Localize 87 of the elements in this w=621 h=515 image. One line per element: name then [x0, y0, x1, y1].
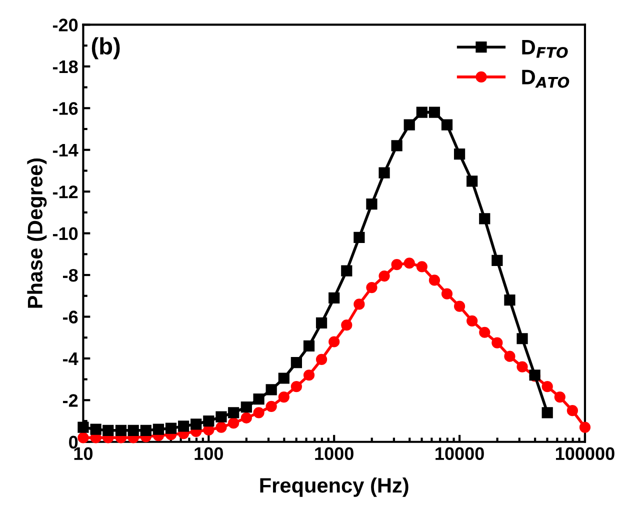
point	[178, 420, 190, 432]
point	[253, 394, 264, 405]
y-tick-label: -4	[63, 352, 78, 365]
y-tick-label: -8	[63, 268, 78, 282]
point	[216, 422, 227, 433]
point	[140, 424, 152, 436]
point	[341, 320, 352, 331]
point	[366, 282, 378, 294]
y-tick-label: -2	[63, 394, 78, 407]
point	[228, 418, 240, 429]
point	[542, 407, 553, 418]
legend-label: D$_{FTO}$	[522, 40, 568, 58]
point	[303, 370, 315, 381]
point	[479, 213, 490, 224]
point	[416, 261, 428, 272]
point	[90, 424, 102, 435]
x-tick-label: 1000	[315, 447, 354, 460]
point	[253, 407, 264, 418]
point	[328, 336, 340, 348]
point	[228, 407, 240, 418]
point	[466, 315, 478, 326]
point	[266, 384, 277, 396]
x-tick-label: 10000	[436, 447, 484, 460]
point	[378, 167, 390, 178]
x-tick-label: 100000	[556, 447, 614, 460]
x-tick-label: 10	[74, 447, 93, 460]
point	[266, 400, 277, 412]
y-tick-label: -18	[52, 60, 78, 74]
point	[203, 415, 214, 427]
point	[566, 405, 578, 416]
x-axis-title: Frequency (Hz)	[260, 477, 408, 497]
point	[579, 422, 591, 433]
y-tick-label: -12	[52, 186, 78, 198]
point	[416, 106, 428, 118]
point	[328, 292, 340, 304]
y-tick-label: -10	[52, 227, 78, 240]
y-axis-title: Phase (Degree)	[27, 158, 47, 308]
point	[341, 265, 352, 276]
point	[504, 294, 516, 306]
point	[240, 401, 252, 413]
point	[454, 148, 466, 160]
annotation: (b)	[92, 37, 120, 60]
point	[278, 391, 290, 403]
point	[354, 298, 365, 310]
point	[354, 232, 365, 244]
point	[391, 259, 402, 270]
point	[290, 381, 302, 392]
y-tick-label: -20	[52, 18, 78, 32]
y-tick-label: -14	[52, 144, 78, 156]
point	[290, 357, 302, 368]
point	[441, 119, 453, 130]
point	[404, 119, 415, 130]
point	[190, 418, 202, 430]
point	[404, 258, 415, 269]
point	[516, 361, 528, 372]
point	[115, 424, 127, 436]
point	[492, 337, 503, 348]
point	[366, 198, 378, 210]
point	[516, 333, 528, 344]
point	[78, 422, 89, 433]
point	[316, 354, 328, 366]
point	[165, 422, 177, 434]
point	[216, 411, 227, 422]
y-tick-label: 0	[69, 436, 78, 449]
point	[303, 340, 315, 352]
x-tick-label: 100	[194, 447, 223, 460]
point	[542, 381, 553, 392]
point	[441, 288, 453, 300]
y-tick-label: -16	[52, 102, 78, 115]
point	[479, 326, 490, 338]
point	[454, 300, 466, 312]
point	[466, 176, 478, 187]
point	[378, 270, 390, 282]
point	[428, 274, 440, 286]
point	[316, 317, 328, 329]
y-tick-label: -6	[63, 310, 78, 324]
point	[492, 254, 503, 266]
point	[278, 372, 290, 384]
legend-label: D$_{ATO}$	[522, 70, 570, 88]
point	[102, 424, 114, 436]
point	[152, 424, 164, 435]
point	[240, 412, 252, 424]
point	[554, 391, 566, 403]
point	[428, 106, 440, 118]
point	[391, 140, 402, 152]
point	[128, 424, 139, 436]
point	[504, 350, 516, 362]
